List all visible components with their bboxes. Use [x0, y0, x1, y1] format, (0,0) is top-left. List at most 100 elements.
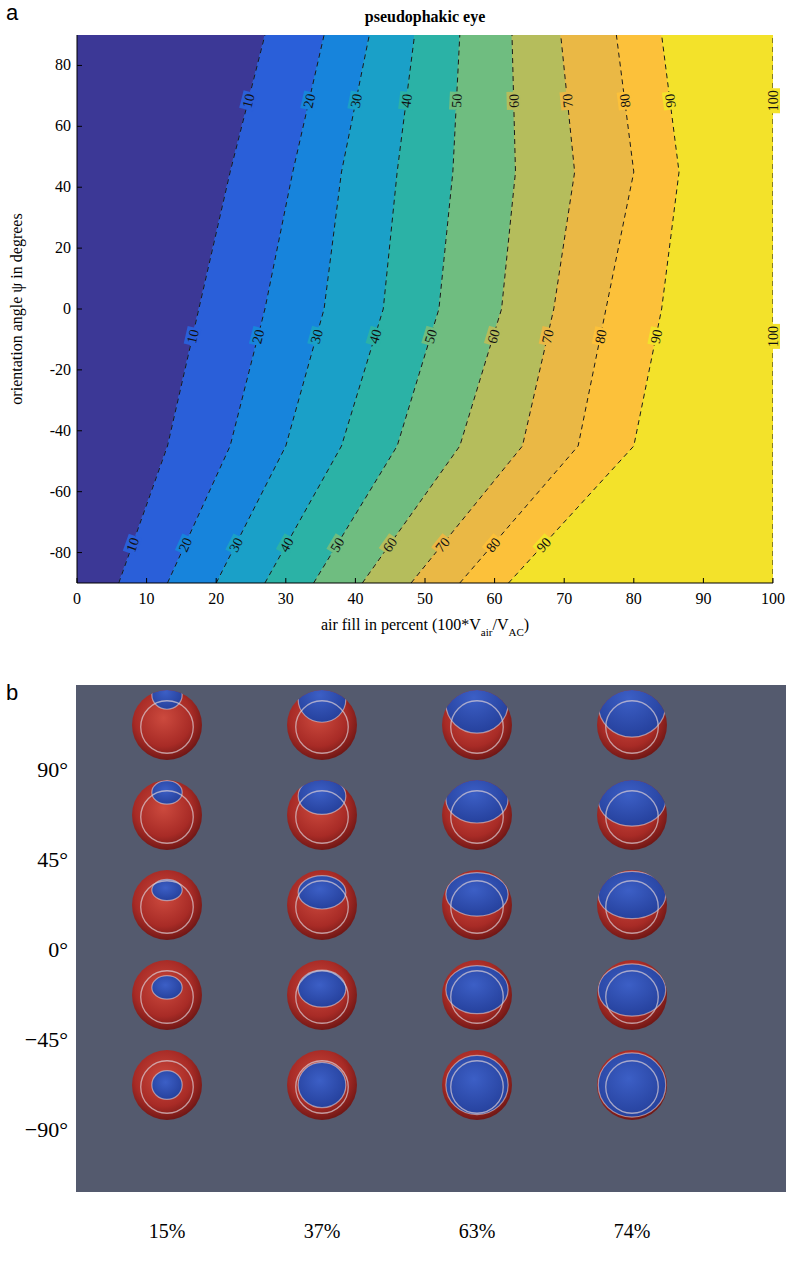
- lens-ring: [606, 791, 659, 844]
- x-tick: [494, 578, 495, 583]
- y-tick: [77, 430, 82, 431]
- label-patch: [347, 91, 364, 111]
- bubble-clip: [152, 680, 182, 709]
- contour-label: 10: [184, 328, 202, 345]
- eye-sphere: [132, 870, 202, 940]
- eye-sphere: [132, 1050, 202, 1120]
- air-bubble: [152, 976, 182, 999]
- contour-label-group: 30: [347, 91, 365, 112]
- render-background: [76, 685, 786, 1192]
- y-tick: [77, 126, 82, 127]
- bubble-clip: [598, 774, 665, 826]
- eye-render: [597, 774, 667, 850]
- eye-sphere: [287, 690, 357, 760]
- x-axis-title-part: AC: [508, 626, 523, 638]
- label-patch: [249, 326, 267, 347]
- label-patch: [647, 326, 664, 346]
- air-bubble: [598, 1053, 665, 1117]
- contour-label-group: 90: [662, 91, 679, 111]
- lens-ring: [296, 791, 349, 844]
- air-bubble: [446, 1055, 508, 1114]
- lens-ring: [296, 701, 349, 754]
- axes: -80-60-40-200204060800102030405060708090…: [50, 35, 785, 607]
- contour-line: [509, 35, 680, 583]
- y-tick: [77, 369, 82, 370]
- panel-label: a: [6, 0, 19, 25]
- contour-label-group: 70: [539, 326, 558, 347]
- lens-ring: [606, 971, 659, 1024]
- contour-label-group: 50: [326, 533, 348, 556]
- air-bubble: [298, 970, 346, 1007]
- panel-label: b: [6, 680, 18, 705]
- label-patch: [766, 88, 780, 113]
- eye-sphere: [132, 960, 202, 1030]
- eye-sphere: [442, 960, 512, 1030]
- bubble-clip: [446, 1055, 508, 1114]
- label-patch: [539, 326, 557, 347]
- lens-ring: [141, 971, 194, 1024]
- contour-label: 50: [449, 93, 465, 108]
- eye-render: [442, 870, 512, 940]
- contour-label: 20: [249, 328, 267, 345]
- contour-label: 100: [766, 326, 781, 347]
- label-patch: [123, 534, 142, 556]
- contour-label: 30: [348, 93, 365, 110]
- bubble-clip: [598, 1053, 665, 1117]
- contour-label: 10: [240, 92, 258, 109]
- label-patch: [379, 533, 401, 556]
- contour-label: 80: [592, 328, 609, 345]
- eye-sphere: [132, 780, 202, 850]
- contour-label-group: 30: [307, 326, 326, 347]
- contour-line: [167, 35, 324, 583]
- lens-ring: [141, 881, 194, 934]
- contour-label: 60: [380, 535, 400, 555]
- y-tick-label: -20: [50, 361, 71, 378]
- eye-sphere: [442, 1050, 512, 1120]
- contour-label: 20: [176, 535, 195, 554]
- contour-label-group: 80: [482, 533, 505, 556]
- label-patch: [398, 91, 414, 111]
- row-label: −45°: [25, 1027, 68, 1052]
- contour-label: 100: [766, 90, 781, 111]
- contour-label: 60: [484, 328, 502, 346]
- x-tick-label: 30: [278, 590, 294, 607]
- eye-render: [287, 677, 357, 760]
- x-axis-title-part: air: [481, 626, 493, 638]
- label-patch: [482, 533, 504, 556]
- x-tick-label: 80: [626, 590, 642, 607]
- row-label: 90°: [37, 757, 68, 782]
- x-tick: [773, 578, 774, 583]
- contour-label-group: 70: [560, 91, 577, 110]
- contour-label-group: 60: [379, 533, 402, 556]
- contour-label: 30: [308, 328, 326, 346]
- eye-render: [442, 674, 512, 760]
- eye-render: [132, 1050, 202, 1120]
- column-label: 15%: [149, 1220, 186, 1242]
- label-patch: [307, 326, 325, 347]
- y-tick: [77, 187, 82, 188]
- lens-ring: [606, 701, 659, 754]
- eye-render: [287, 778, 357, 850]
- x-axis-title-part: air fill in percent (100*V: [321, 616, 481, 634]
- x-tick: [425, 578, 426, 583]
- contour-label-group: 20: [249, 326, 268, 347]
- lens-ring: [606, 1061, 659, 1114]
- row-label: 0°: [48, 937, 68, 962]
- eye-sphere: [597, 870, 667, 940]
- label-patch: [532, 533, 554, 556]
- eye-sphere: [442, 870, 512, 940]
- label-patch: [592, 326, 609, 346]
- x-tick-label: 100: [761, 590, 785, 607]
- contour-line: [265, 35, 415, 583]
- contour-label-group: 40: [276, 533, 298, 556]
- bubble-clip: [446, 674, 508, 733]
- contour-label: 40: [366, 328, 384, 346]
- x-tick-label: 70: [556, 590, 572, 607]
- contour-line: [362, 35, 515, 583]
- contour-label: 90: [648, 328, 665, 345]
- contour-label: 40: [398, 93, 415, 109]
- contour-label: 50: [422, 328, 440, 346]
- contour-line: [411, 35, 575, 583]
- contour-label: 40: [277, 535, 297, 555]
- bubble-clip: [152, 976, 182, 999]
